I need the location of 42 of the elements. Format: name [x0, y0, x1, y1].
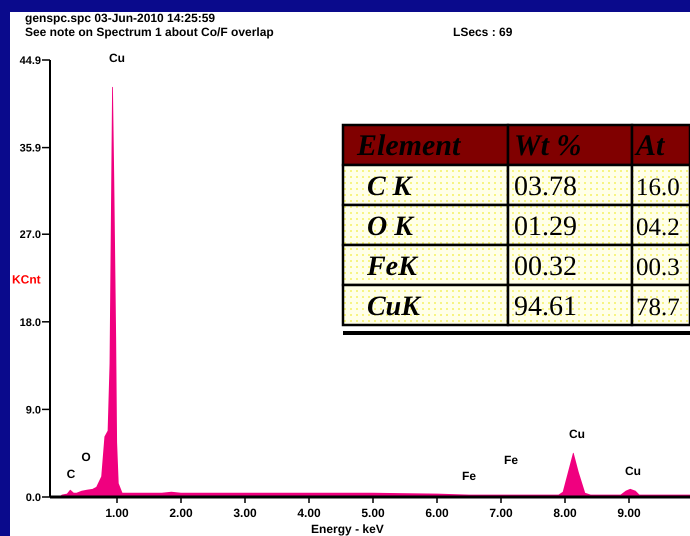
- annotation: C K: [367, 171, 414, 202]
- x-tick-label: 1.00: [105, 506, 129, 520]
- x-tick-label: 2.00: [169, 506, 193, 520]
- x-tick-label: 8.00: [553, 506, 577, 520]
- y-axis-title: KCnt: [12, 272, 41, 286]
- annotation: Cu: [625, 464, 641, 478]
- annotation: 04.2: [636, 214, 680, 241]
- annotation: 78.7: [636, 294, 680, 321]
- annotation: Fe: [462, 469, 476, 483]
- x-tick-label: 9.00: [617, 506, 641, 520]
- annotation: 94.61: [514, 291, 577, 322]
- text: See note on Spectrum 1 about Co/F overlap: [25, 25, 274, 39]
- annotation: 01.29: [514, 211, 577, 242]
- annotation: FeK: [366, 251, 420, 282]
- annotation: 03.78: [514, 171, 577, 202]
- annotation: Cu: [569, 427, 585, 441]
- y-tick-label: 9.0: [26, 404, 41, 416]
- annotation: 00.32: [514, 251, 577, 282]
- x-tick-label: 5.00: [361, 506, 385, 520]
- annotation: CuK: [367, 291, 422, 322]
- text: LSecs : 69: [453, 25, 513, 39]
- y-tick-label: 27.0: [20, 229, 41, 242]
- x-axis-title: Energy - keV: [311, 522, 384, 536]
- annotation: Fe: [504, 453, 518, 467]
- annotation: Cu: [109, 51, 125, 65]
- x-tick-label: 3.00: [233, 506, 257, 520]
- annotation: O K: [367, 211, 416, 242]
- annotation: Wt %: [514, 129, 582, 162]
- y-tick-label: 44.9: [20, 55, 41, 67]
- x-tick-label: 6.00: [425, 506, 449, 520]
- x-tick-label: 7.00: [489, 506, 513, 520]
- annotation: 00.3: [636, 254, 680, 281]
- annotation: C: [66, 467, 76, 481]
- x-tick-label: 4.00: [297, 506, 321, 520]
- annotation: At: [634, 129, 666, 162]
- y-tick-label: 35.9: [20, 142, 41, 155]
- annotation: 16.0: [636, 174, 680, 201]
- annotation: Element: [356, 129, 462, 162]
- chart-title: genspc.spc 03-Jun-2010 14:25:59: [25, 11, 216, 25]
- y-tick-label: 0.0: [26, 492, 41, 504]
- y-tick-label: 18.0: [20, 316, 41, 329]
- annotation: O: [81, 450, 91, 464]
